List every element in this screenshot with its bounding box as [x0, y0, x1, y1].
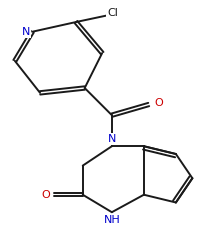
Text: O: O [155, 98, 163, 108]
Text: N: N [108, 134, 116, 144]
Text: NH: NH [104, 215, 120, 225]
Text: O: O [41, 190, 50, 200]
Text: Cl: Cl [107, 8, 118, 18]
Text: N: N [22, 27, 30, 37]
